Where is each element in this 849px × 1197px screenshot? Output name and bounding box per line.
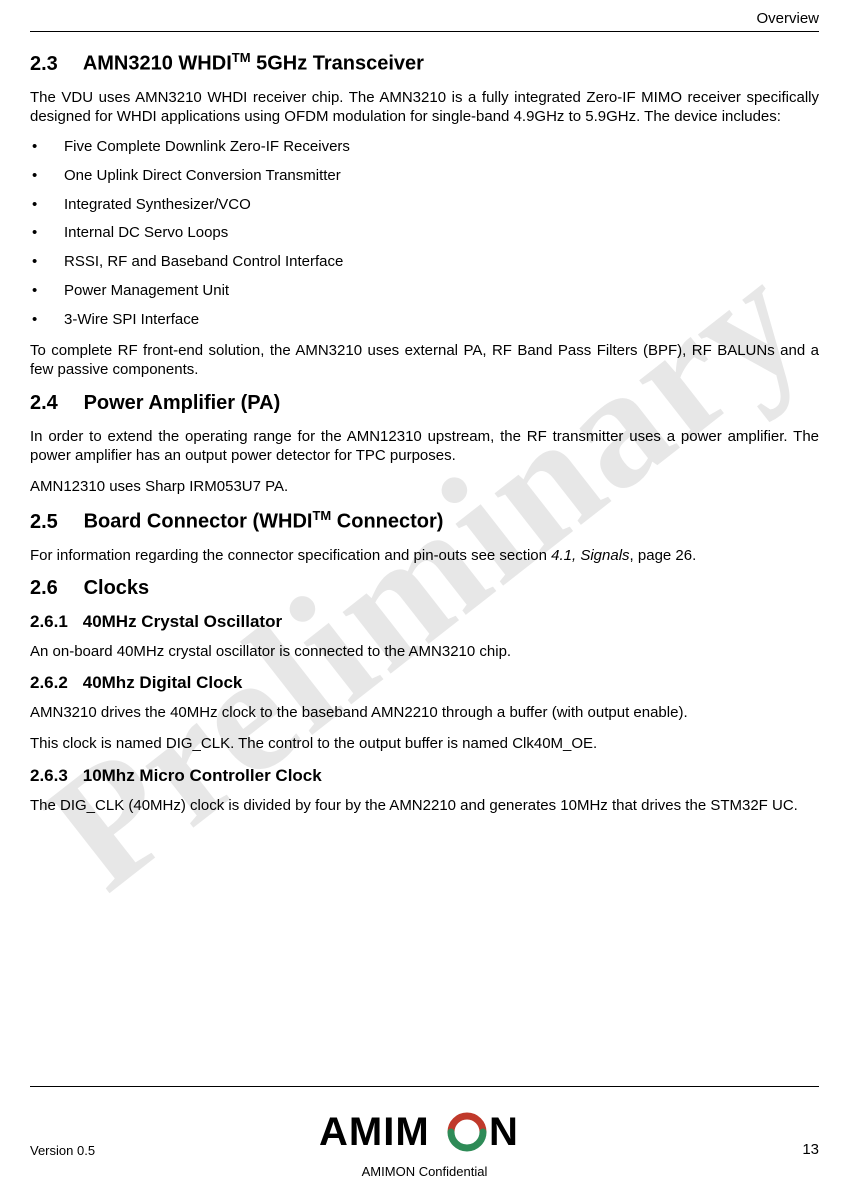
section-2-6-2-heading: 2.6.2 40Mhz Digital Clock (30, 673, 819, 693)
section-2-5-para: For information regarding the connector … (30, 546, 819, 565)
section-2-6-1-title: 40MHz Crystal Oscillator (83, 612, 282, 631)
svg-text:N: N (489, 1111, 519, 1153)
tm-superscript: TM (312, 508, 331, 523)
svg-text:AMIM: AMIM (319, 1111, 430, 1153)
page-container: Overview 2.3 AMN3210 WHDITM 5GHz Transce… (0, 0, 849, 815)
section-2-5-para-post: , page 26. (630, 547, 697, 564)
section-2-6-3-heading: 2.6.3 10Mhz Micro Controller Clock (30, 766, 819, 786)
section-2-5-para-pre: For information regarding the connector … (30, 547, 551, 564)
section-2-3-number: 2.3 (30, 53, 78, 76)
section-2-4-title: Power Amplifier (PA) (84, 392, 281, 414)
section-2-3-bullet-list: Five Complete Downlink Zero-IF Receivers… (30, 138, 819, 329)
section-2-3-title-post: 5GHz Transceiver (251, 53, 424, 75)
footer-version: Version 0.5 (30, 1143, 95, 1158)
bullet-item: 3-Wire SPI Interface (30, 311, 819, 330)
tm-superscript: TM (232, 50, 251, 65)
section-2-6-1-para: An on-board 40MHz crystal oscillator is … (30, 642, 819, 661)
footer-confidential: AMIMON Confidential (30, 1164, 819, 1179)
section-2-4-number: 2.4 (30, 392, 78, 415)
section-2-6-3-title: 10Mhz Micro Controller Clock (83, 766, 322, 785)
section-2-3-title-pre: AMN3210 WHDI (83, 53, 232, 75)
section-2-3-para2: To complete RF front-end solution, the A… (30, 341, 819, 379)
footer-logo: AMIM N (95, 1111, 802, 1158)
section-2-6-title: Clocks (84, 577, 150, 599)
section-2-6-2-title: 40Mhz Digital Clock (83, 673, 243, 692)
section-2-6-1-heading: 2.6.1 40MHz Crystal Oscillator (30, 612, 819, 632)
footer-row: Version 0.5 AMIM N 13 (30, 1111, 819, 1158)
bullet-item: Power Management Unit (30, 282, 819, 301)
section-2-4-heading: 2.4 Power Amplifier (PA) (30, 392, 819, 415)
page-footer: Version 0.5 AMIM N 13 AMIMON Confidentia… (0, 1086, 849, 1179)
section-2-3-heading: 2.3 AMN3210 WHDITM 5GHz Transceiver (30, 50, 819, 76)
section-2-5-title-pre: Board Connector (WHDI (84, 511, 313, 533)
section-2-5-title-post: Connector) (331, 511, 443, 533)
section-2-6-2-number: 2.6.2 (30, 673, 78, 693)
bullet-item: Internal DC Servo Loops (30, 224, 819, 243)
section-2-5-ref: 4.1 (551, 547, 572, 564)
section-2-5-heading: 2.5 Board Connector (WHDITM Connector) (30, 508, 819, 534)
bullet-item: RSSI, RF and Baseband Control Interface (30, 253, 819, 272)
amimon-logo-icon: AMIM N (319, 1111, 579, 1153)
header-section-label: Overview (30, 10, 819, 31)
section-2-3-para: The VDU uses AMN3210 WHDI receiver chip.… (30, 88, 819, 126)
section-2-6-heading: 2.6 Clocks (30, 577, 819, 600)
section-2-5-ref2: , Signals (572, 547, 630, 564)
section-2-6-2-para2: This clock is named DIG_CLK. The control… (30, 734, 819, 753)
bullet-item: Integrated Synthesizer/VCO (30, 196, 819, 215)
content-area: 2.3 AMN3210 WHDITM 5GHz Transceiver The … (30, 32, 819, 815)
section-2-6-2-para1: AMN3210 drives the 40MHz clock to the ba… (30, 703, 819, 722)
footer-rule (30, 1086, 819, 1087)
section-2-4-para1: In order to extend the operating range f… (30, 427, 819, 465)
section-2-6-number: 2.6 (30, 577, 78, 600)
bullet-item: Five Complete Downlink Zero-IF Receivers (30, 138, 819, 157)
section-2-6-3-para: The DIG_CLK (40MHz) clock is divided by … (30, 796, 819, 815)
bullet-item: One Uplink Direct Conversion Transmitter (30, 167, 819, 186)
section-2-5-number: 2.5 (30, 511, 78, 534)
section-2-4-para2: AMN12310 uses Sharp IRM053U7 PA. (30, 477, 819, 496)
section-2-6-3-number: 2.6.3 (30, 766, 78, 786)
footer-page-number: 13 (802, 1141, 819, 1158)
section-2-6-1-number: 2.6.1 (30, 612, 78, 632)
